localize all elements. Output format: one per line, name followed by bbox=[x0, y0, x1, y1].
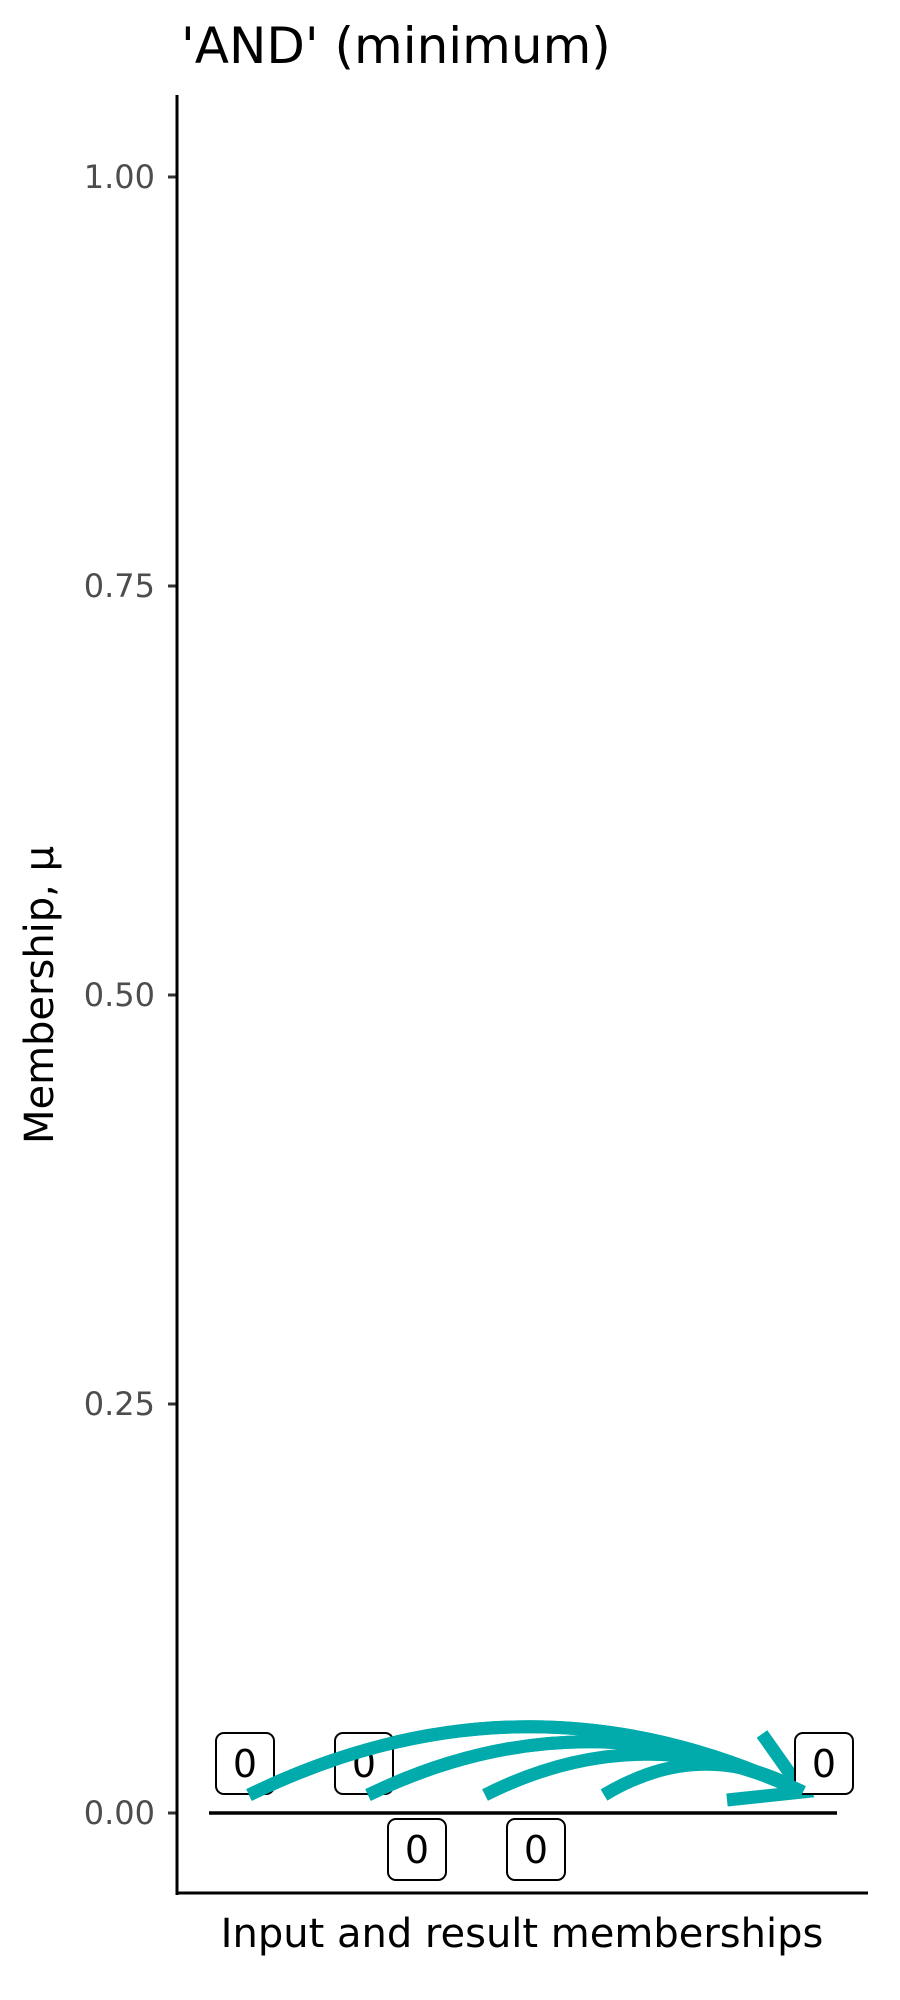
y-axis-title: Membership, μ bbox=[17, 846, 63, 1144]
svg-text:0: 0 bbox=[405, 1828, 429, 1872]
y-tick-label: 0.75 bbox=[84, 567, 155, 605]
svg-text:0: 0 bbox=[233, 1742, 257, 1786]
svg-text:0: 0 bbox=[812, 1742, 836, 1786]
result-value-label: 0 bbox=[794, 1732, 854, 1795]
y-tick-label: 0.50 bbox=[84, 976, 155, 1014]
y-tick-label: 1.00 bbox=[84, 158, 155, 196]
svg-text:0: 0 bbox=[524, 1828, 548, 1872]
input-value-label: 0 bbox=[506, 1818, 566, 1881]
input-value-label: 0 bbox=[215, 1732, 275, 1795]
chart-title: 'AND' (minimum) bbox=[181, 17, 611, 75]
x-axis-title: Input and result memberships bbox=[221, 1911, 824, 1957]
input-value-label: 0 bbox=[387, 1818, 447, 1881]
y-tick-label: 0.25 bbox=[84, 1385, 155, 1423]
y-tick-label: 0.00 bbox=[84, 1794, 155, 1832]
arrow-curve bbox=[365, 1735, 806, 1801]
